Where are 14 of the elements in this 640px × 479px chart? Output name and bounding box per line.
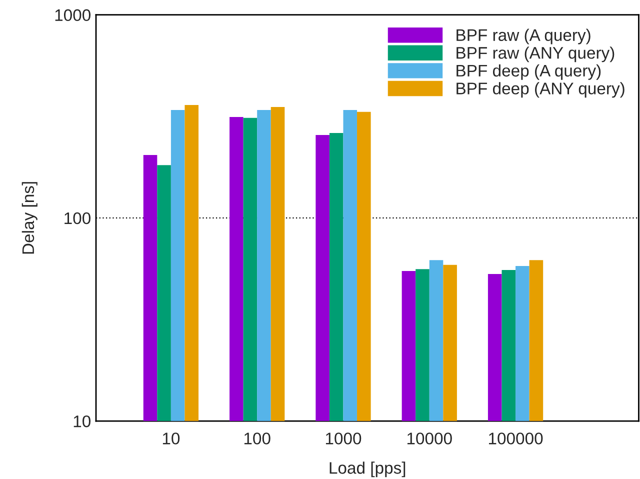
- legend-label: BPF raw (ANY query): [456, 46, 614, 62]
- x-tick-label: 10: [162, 432, 180, 444]
- x-tick-label: 100000: [488, 432, 543, 444]
- x-tick-label: 100: [244, 432, 270, 444]
- x-tick-label: 10000: [407, 432, 452, 444]
- legend-label: BPF raw (A query): [456, 28, 590, 44]
- y-tick-label: 100: [64, 212, 90, 224]
- y-tick-label: 1000: [55, 9, 90, 22]
- x-axis-title: Load [pps]: [330, 462, 406, 478]
- legend-label: BPF deep (ANY query): [456, 82, 624, 98]
- x-tick-label: 1000: [326, 432, 362, 444]
- y-tick-label: 10: [74, 415, 90, 428]
- y-axis-title: Delay [ns]: [22, 182, 38, 254]
- legend-label: BPF deep (A query): [456, 64, 601, 80]
